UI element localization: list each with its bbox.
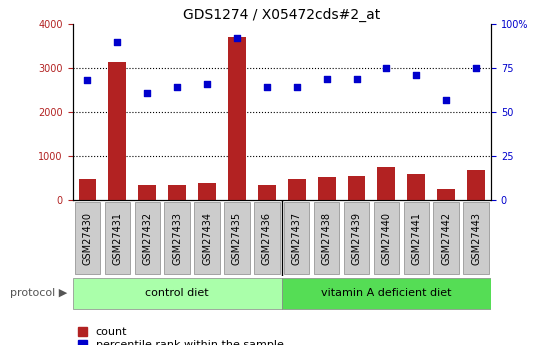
Bar (437, 189, 455, 200)
Text: GSM27438: GSM27438 (321, 211, 331, 265)
Point (352, 76, 361, 81)
Text: protocol ▶: protocol ▶ (9, 288, 67, 298)
Bar (467, 170, 485, 200)
FancyBboxPatch shape (463, 201, 489, 275)
Point (233, 36, 242, 41)
FancyBboxPatch shape (344, 201, 369, 275)
Text: GSM27432: GSM27432 (142, 211, 152, 265)
Point (412, 72, 421, 78)
Bar (258, 185, 276, 200)
Point (382, 66, 391, 71)
FancyBboxPatch shape (194, 201, 220, 275)
Point (173, 85, 182, 90)
Bar (79, 179, 97, 200)
FancyBboxPatch shape (284, 201, 310, 275)
FancyBboxPatch shape (105, 201, 130, 275)
Text: GSM27434: GSM27434 (202, 211, 212, 265)
Bar (318, 177, 335, 200)
Text: vitamin A deficient diet: vitamin A deficient diet (321, 288, 451, 298)
Legend: count, percentile rank within the sample: count, percentile rank within the sample (78, 327, 284, 345)
Point (442, 97, 451, 102)
FancyBboxPatch shape (73, 278, 282, 309)
FancyBboxPatch shape (374, 201, 399, 275)
Bar (348, 176, 365, 200)
Point (113, 39, 122, 45)
Bar (288, 179, 306, 200)
Text: GSM27433: GSM27433 (172, 211, 182, 265)
Bar (377, 167, 396, 200)
Title: GDS1274 / X05472cds#2_at: GDS1274 / X05472cds#2_at (183, 8, 381, 22)
Point (203, 81, 211, 87)
Text: GSM27442: GSM27442 (441, 211, 451, 265)
FancyBboxPatch shape (224, 201, 249, 275)
Bar (108, 61, 126, 200)
FancyBboxPatch shape (434, 201, 459, 275)
Bar (228, 37, 246, 200)
Bar (407, 174, 425, 200)
FancyBboxPatch shape (282, 278, 491, 309)
Text: GSM27430: GSM27430 (83, 211, 93, 265)
Point (292, 85, 301, 90)
Text: GSM27436: GSM27436 (262, 211, 272, 265)
FancyBboxPatch shape (75, 201, 100, 275)
FancyBboxPatch shape (134, 201, 160, 275)
Text: GSM27437: GSM27437 (292, 211, 302, 265)
Text: GSM27431: GSM27431 (112, 211, 122, 265)
Text: control diet: control diet (145, 288, 209, 298)
Text: GSM27435: GSM27435 (232, 211, 242, 265)
FancyBboxPatch shape (403, 201, 429, 275)
FancyBboxPatch shape (254, 201, 280, 275)
Text: GSM27440: GSM27440 (382, 211, 391, 265)
FancyBboxPatch shape (314, 201, 339, 275)
Bar (138, 185, 156, 200)
Point (83, 78, 92, 83)
FancyBboxPatch shape (165, 201, 190, 275)
Text: GSM27443: GSM27443 (471, 211, 481, 265)
Bar (198, 183, 216, 200)
Point (262, 85, 271, 90)
Point (322, 76, 331, 81)
Point (472, 66, 480, 71)
Text: GSM27441: GSM27441 (411, 211, 421, 265)
Text: GSM27439: GSM27439 (352, 211, 362, 265)
Bar (168, 185, 186, 200)
Point (143, 90, 152, 96)
